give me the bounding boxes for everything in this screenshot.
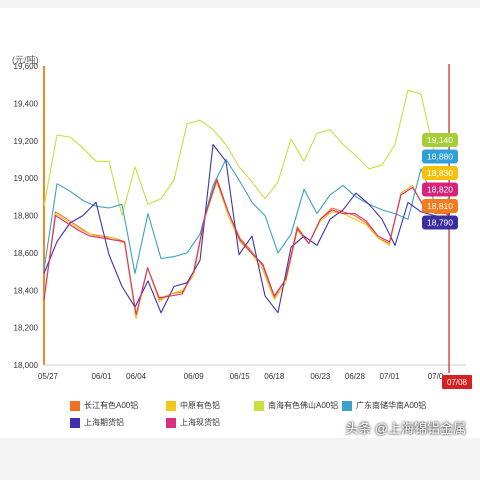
legend-swatch [254,400,264,411]
highlight-date-label: 07/08 [447,378,468,387]
legend-label: 中原有色铝 [180,401,220,410]
x-tick-label: 06/09 [184,372,205,381]
series-line-1 [43,181,447,319]
y-tick-label: 18,800 [14,212,39,221]
legend-label: 长江有色A00铝 [84,401,139,410]
y-tick-label: 19,200 [14,137,39,146]
series-line-4 [43,143,448,314]
end-value-tag [422,166,458,180]
legend-swatch [342,400,352,411]
legend-swatch [166,400,176,411]
chart-card: 18,000 18,200 18,400 18,600 18,800 19,000 19,2… [0,8,480,438]
legend-swatch [166,417,176,428]
legend-label: 上海期货铝 [84,418,124,427]
legend-label: 上海现货铝 [180,418,220,427]
end-value-label: 18,830 [427,168,453,178]
legend-swatch [70,417,80,428]
y-tick-label: 18,000 [14,361,39,370]
legend-item-shanghai-spot[interactable]: 上海现货铝 [166,417,254,428]
end-value-label: 18,810 [427,201,453,211]
legend-item-nanhai[interactable]: 南海有色佛山A00铝 [254,400,342,411]
y-tick-label: 19,400 [14,99,39,108]
y-tick-label: 18,600 [14,249,39,258]
watermark-text: 头条 @上海锦铝金属 [345,421,466,436]
x-tick-label: 06/04 [126,372,147,381]
highlight-date-box [442,375,472,389]
x-tick-label: 06/15 [230,372,251,381]
series-line-3 [43,158,447,274]
legend-item-changjiang[interactable]: 长江有色A00铝 [70,400,166,411]
legend-label: 南海有色佛山A00铝 [268,401,339,410]
chart-plot: 18,000 18,200 18,400 18,600 18,800 19,000 19,2… [14,62,472,389]
y-tick-label: 19,600 [14,62,39,71]
x-tick-label: 06/28 [345,372,366,381]
y-tick-label: 18,400 [14,286,39,295]
x-tick-label: 07/01 [379,372,400,381]
x-tick-label: 06/18 [264,372,285,381]
legend-swatch [70,400,80,411]
x-tick-label: 07/0 [428,372,444,381]
legend-item-shfe[interactable]: 上海期货铝 [70,417,166,428]
end-value-tag [422,199,458,213]
legend-item-guangdong[interactable]: 广东南储华南A00铝 [342,400,432,411]
y-tick-label: 19,000 [14,174,39,183]
x-tick-label: 05/27 [38,372,59,381]
y-tick-label: 18,200 [14,324,39,333]
series-line-5 [43,179,447,316]
bottom-band [0,438,480,480]
series-line-2 [43,89,447,217]
end-value-label: 19,140 [427,135,453,145]
end-value-tag [422,133,458,147]
y-unit-label: (元/吨) [12,55,39,65]
x-tick-label: 06/01 [92,372,113,381]
legend-label: 广东南储华南A00铝 [356,401,427,410]
legend-item-zhongyuan[interactable]: 中原有色铝 [166,400,254,411]
x-tick-label: 06/23 [310,372,331,381]
chart-legend: 长江有色A00铝 中原有色铝 南海有色佛山A00铝 广东南储华南A00铝 上海期… [70,400,426,428]
end-value-tag [422,182,458,197]
end-value-label: 18,820 [427,185,453,195]
end-value-label: 18,790 [427,218,453,228]
series-line-0 [43,177,447,319]
end-value-tag [422,149,458,164]
end-value-tag [422,215,458,230]
end-value-label: 18,880 [427,152,453,162]
